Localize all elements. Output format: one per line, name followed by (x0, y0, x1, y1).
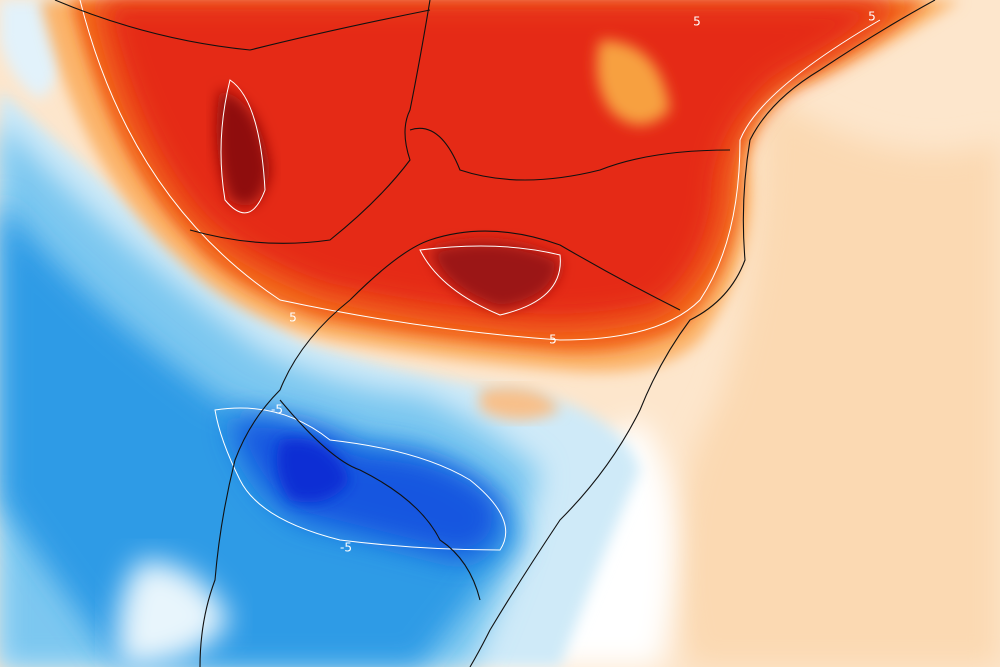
coastline (469, 0, 936, 667)
border (279, 399, 481, 601)
contour-line (419, 245, 561, 316)
contour-line (220, 79, 266, 214)
contour-label: 5 (289, 311, 297, 325)
warm-ocean-patch (675, 90, 1000, 667)
contour-labels: 5 5 5 5 -5 -5 (271, 10, 876, 555)
border (54, 0, 431, 51)
border (189, 0, 431, 244)
hot-spot (216, 90, 270, 206)
cold-core-2 (276, 438, 350, 503)
contour-label: 5 (868, 10, 876, 24)
cool-patch (117, 560, 230, 667)
contours (79, 0, 881, 551)
borders (54, 0, 936, 667)
contour-label: 5 (549, 333, 557, 347)
warm-patch-2 (480, 387, 560, 420)
contour-label: 5 (693, 15, 701, 29)
border (409, 127, 731, 181)
hot-spot-2 (430, 242, 560, 310)
border (199, 299, 351, 667)
contour-label: -5 (271, 403, 283, 417)
contour-line (79, 0, 881, 341)
warm-patch (596, 40, 670, 125)
border (349, 230, 681, 311)
contour-label: -5 (340, 541, 352, 555)
contour-line (214, 407, 507, 551)
